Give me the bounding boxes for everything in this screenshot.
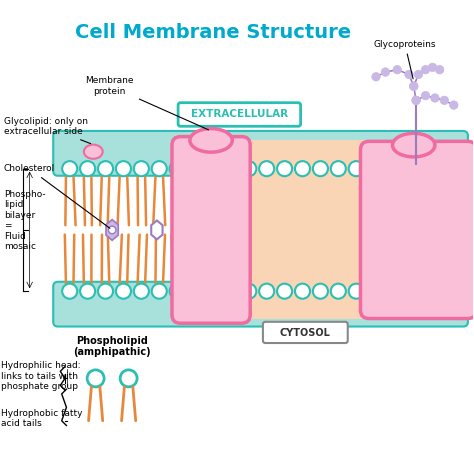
Circle shape — [295, 161, 310, 176]
Circle shape — [349, 161, 364, 176]
Circle shape — [366, 161, 382, 176]
Text: Membrane
protein: Membrane protein — [85, 76, 209, 130]
Circle shape — [438, 283, 453, 299]
Circle shape — [420, 283, 436, 299]
Circle shape — [98, 161, 113, 176]
Circle shape — [384, 283, 400, 299]
Polygon shape — [106, 219, 118, 240]
Circle shape — [449, 101, 458, 109]
Circle shape — [188, 283, 202, 299]
Circle shape — [331, 161, 346, 176]
Circle shape — [241, 161, 256, 176]
Circle shape — [313, 161, 328, 176]
Circle shape — [366, 283, 382, 299]
FancyBboxPatch shape — [53, 131, 468, 176]
Circle shape — [170, 161, 185, 176]
Circle shape — [393, 65, 401, 74]
FancyBboxPatch shape — [178, 103, 301, 126]
Circle shape — [152, 283, 167, 299]
FancyBboxPatch shape — [172, 137, 250, 323]
Circle shape — [134, 161, 149, 176]
Circle shape — [205, 283, 220, 299]
Text: EXTRACELLULAR: EXTRACELLULAR — [191, 109, 288, 119]
Circle shape — [412, 96, 420, 105]
Circle shape — [62, 283, 77, 299]
Circle shape — [62, 161, 77, 176]
FancyBboxPatch shape — [53, 282, 468, 327]
Circle shape — [87, 370, 104, 387]
Text: Phospholipid
(amphipathic): Phospholipid (amphipathic) — [73, 336, 151, 357]
Text: Hydrophilic head:
links to tails with
phosphate group: Hydrophilic head: links to tails with ph… — [1, 361, 81, 391]
Ellipse shape — [392, 133, 435, 157]
Circle shape — [259, 283, 274, 299]
Circle shape — [116, 283, 131, 299]
Circle shape — [402, 161, 418, 176]
Circle shape — [410, 82, 418, 91]
Circle shape — [381, 68, 390, 76]
Circle shape — [436, 65, 444, 74]
Circle shape — [405, 70, 413, 79]
Polygon shape — [151, 220, 163, 239]
Circle shape — [80, 161, 95, 176]
Circle shape — [421, 91, 430, 100]
Circle shape — [313, 283, 328, 299]
Circle shape — [349, 283, 364, 299]
Circle shape — [259, 161, 274, 176]
Bar — [242, 140, 369, 319]
Circle shape — [98, 283, 113, 299]
Text: Cell Membrane Structure: Cell Membrane Structure — [75, 23, 352, 42]
Text: CYTOSOL: CYTOSOL — [280, 328, 331, 337]
Circle shape — [241, 283, 256, 299]
Circle shape — [152, 161, 167, 176]
Circle shape — [116, 161, 131, 176]
Text: Glycoproteins: Glycoproteins — [374, 39, 436, 79]
Circle shape — [277, 161, 292, 176]
Circle shape — [188, 161, 202, 176]
Circle shape — [331, 283, 346, 299]
Circle shape — [438, 161, 453, 176]
Text: Hydrophobic fatty
acid tails: Hydrophobic fatty acid tails — [1, 409, 83, 428]
Text: Phospho-
lipid
bilayer
=
Fluid
mosaic: Phospho- lipid bilayer = Fluid mosaic — [4, 190, 46, 251]
Ellipse shape — [190, 128, 232, 152]
Text: Cholesterol: Cholesterol — [4, 164, 110, 228]
FancyBboxPatch shape — [360, 141, 474, 319]
Ellipse shape — [84, 145, 103, 159]
Circle shape — [120, 370, 137, 387]
Circle shape — [134, 283, 149, 299]
Circle shape — [205, 161, 220, 176]
Circle shape — [420, 161, 436, 176]
Text: Glycolipid: only on
extracellular side: Glycolipid: only on extracellular side — [4, 117, 91, 144]
Circle shape — [277, 283, 292, 299]
Circle shape — [109, 226, 116, 234]
Circle shape — [223, 161, 238, 176]
Circle shape — [440, 96, 448, 105]
Circle shape — [223, 283, 238, 299]
FancyBboxPatch shape — [263, 322, 348, 343]
Circle shape — [402, 283, 418, 299]
Circle shape — [384, 161, 400, 176]
Circle shape — [295, 283, 310, 299]
Circle shape — [414, 70, 423, 79]
Circle shape — [372, 73, 380, 81]
Circle shape — [421, 65, 430, 74]
Circle shape — [80, 283, 95, 299]
Circle shape — [412, 96, 420, 105]
Circle shape — [170, 283, 185, 299]
Circle shape — [431, 94, 439, 102]
Circle shape — [410, 82, 418, 91]
Circle shape — [428, 63, 437, 72]
